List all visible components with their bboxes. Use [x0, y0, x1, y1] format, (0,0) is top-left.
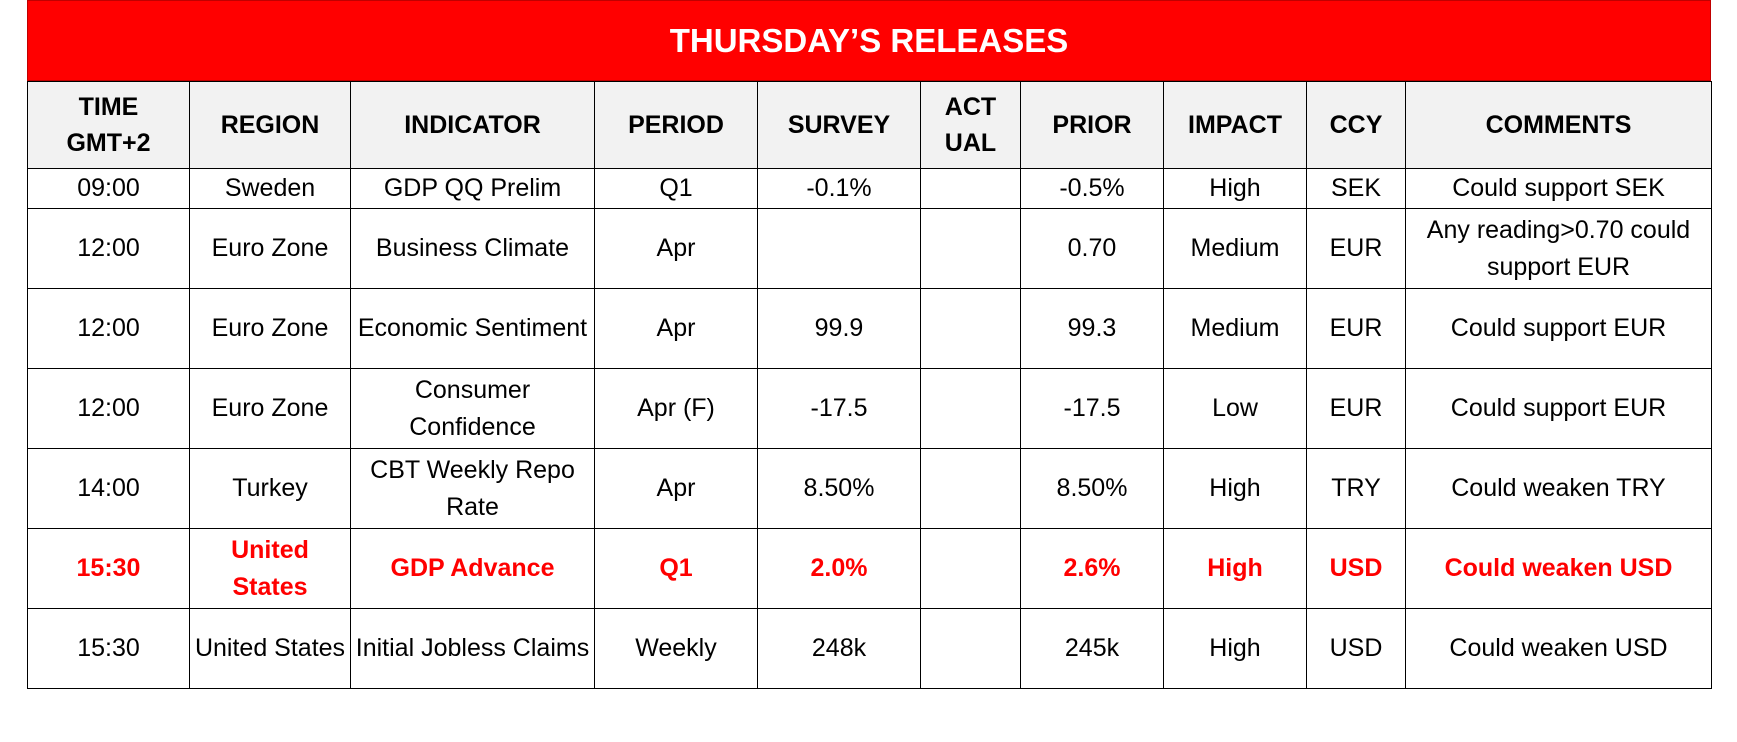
empty-cell	[920, 448, 1021, 529]
empty-cell	[920, 608, 1021, 689]
table-cell: Any reading>0.70 could support EUR	[1405, 208, 1712, 289]
empty-cell	[920, 168, 1021, 209]
table-cell: Weekly	[594, 608, 758, 689]
table-cell: 12:00	[27, 288, 190, 369]
table-cell: -0.1%	[757, 168, 921, 209]
table-row: 12:00 Euro Zone Business Climate Apr 0.70 Med…	[27, 208, 1712, 289]
table-cell: USD	[1306, 528, 1406, 609]
table-cell: SEK	[1306, 168, 1406, 209]
table-cell: 248k	[757, 608, 921, 689]
table-cell: 14:00	[27, 448, 190, 529]
table-cell: Could support EUR	[1405, 288, 1712, 369]
table-cell: GDP QQ Prelim	[350, 168, 595, 209]
table-cell: 245k	[1020, 608, 1164, 689]
table-cell: Apr	[594, 208, 758, 289]
table-cell: 15:30	[27, 608, 190, 689]
table-cell: High	[1163, 608, 1307, 689]
table-cell: High	[1163, 448, 1307, 529]
column-header: PRIOR	[1020, 81, 1164, 169]
table-cell: 12:00	[27, 208, 190, 289]
header-row: TIME GMT+2 REGION INDICATOR PERIOD SURVEY ACT…	[27, 81, 1712, 169]
empty-cell	[920, 288, 1021, 369]
table-cell: Could support EUR	[1405, 368, 1712, 449]
table-cell: 8.50%	[757, 448, 921, 529]
table-cell: 0.70	[1020, 208, 1164, 289]
table-cell: High	[1163, 528, 1307, 609]
table-cell: -0.5%	[1020, 168, 1164, 209]
table-row: 12:00 Euro Zone Consumer Confidence Apr (F)…	[27, 368, 1712, 449]
table-cell: Could weaken USD	[1405, 528, 1712, 609]
table-cell: 8.50%	[1020, 448, 1164, 529]
table-cell: Initial Jobless Claims	[350, 608, 595, 689]
releases-panel: THURSDAY’S RELEASES TIME GMT+2 REGION INDI…	[27, 0, 1712, 689]
table-cell: EUR	[1306, 288, 1406, 369]
title-bar: THURSDAY’S RELEASES	[27, 0, 1711, 81]
table-cell: Q1	[594, 168, 758, 209]
table-cell: 99.9	[757, 288, 921, 369]
table-cell: Economic Sentiment	[350, 288, 595, 369]
table-cell: CBT Weekly Repo Rate	[350, 448, 595, 529]
table-cell: United States	[189, 528, 351, 609]
table-row: 15:30 United States Initial Jobless Claims…	[27, 608, 1712, 689]
table-cell: Could weaken TRY	[1405, 448, 1712, 529]
column-header: CCY	[1306, 81, 1406, 169]
table-cell: USD	[1306, 608, 1406, 689]
table-cell: Apr (F)	[594, 368, 758, 449]
table-cell: Euro Zone	[189, 208, 351, 289]
table-cell: GDP Advance	[350, 528, 595, 609]
table-cell: Medium	[1163, 288, 1307, 369]
table-cell: Could support SEK	[1405, 168, 1712, 209]
table-cell: 15:30	[27, 528, 190, 609]
table-cell: TRY	[1306, 448, 1406, 529]
column-header: PERIOD	[594, 81, 758, 169]
table-cell: High	[1163, 168, 1307, 209]
column-header: REGION	[189, 81, 351, 169]
table-cell: 2.6%	[1020, 528, 1164, 609]
table-row: 09:00 Sweden GDP QQ Prelim Q1 -0.1% -0.5% High…	[27, 168, 1712, 209]
table-row: 15:30 United States GDP Advance Q1 2.0% 2.6% H…	[27, 528, 1712, 609]
table-row: 12:00 Euro Zone Economic Sentiment Apr 99.9 9…	[27, 288, 1712, 369]
table-cell: Euro Zone	[189, 288, 351, 369]
table-cell: 2.0%	[757, 528, 921, 609]
column-header: COMMENTS	[1405, 81, 1712, 169]
empty-cell	[757, 208, 921, 289]
table-cell: Could weaken USD	[1405, 608, 1712, 689]
table-cell: 99.3	[1020, 288, 1164, 369]
table-cell: Sweden	[189, 168, 351, 209]
table-cell: United States	[189, 608, 351, 689]
table-cell: Turkey	[189, 448, 351, 529]
releases-table: TIME GMT+2 REGION INDICATOR PERIOD SURVEY ACT…	[27, 81, 1712, 689]
table-cell: Medium	[1163, 208, 1307, 289]
table-cell: 09:00	[27, 168, 190, 209]
table-cell: -17.5	[757, 368, 921, 449]
table-cell: Consumer Confidence	[350, 368, 595, 449]
column-header: INDICATOR	[350, 81, 595, 169]
column-header: SURVEY	[757, 81, 921, 169]
column-header: TIME GMT+2	[27, 81, 190, 169]
column-header: ACT UAL	[920, 81, 1021, 169]
table-cell: 12:00	[27, 368, 190, 449]
table-cell: Apr	[594, 448, 758, 529]
table-cell: Apr	[594, 288, 758, 369]
table-cell: Low	[1163, 368, 1307, 449]
column-header: IMPACT	[1163, 81, 1307, 169]
table-cell: EUR	[1306, 368, 1406, 449]
table-cell: -17.5	[1020, 368, 1164, 449]
table-cell: EUR	[1306, 208, 1406, 289]
empty-cell	[920, 208, 1021, 289]
table-cell: Q1	[594, 528, 758, 609]
table-row: 14:00 Turkey CBT Weekly Repo Rate Apr 8.50% 8…	[27, 448, 1712, 529]
table-cell: Euro Zone	[189, 368, 351, 449]
table-cell: Business Climate	[350, 208, 595, 289]
empty-cell	[920, 528, 1021, 609]
empty-cell	[920, 368, 1021, 449]
